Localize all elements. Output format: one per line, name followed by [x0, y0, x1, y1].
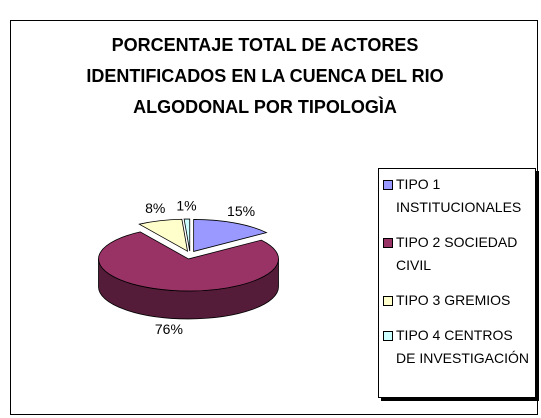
chart-title: PORCENTAJE TOTAL DE ACTORES IDENTIFICADO…: [86, 35, 444, 117]
data-label: 76%: [155, 321, 183, 337]
legend-swatch: [383, 331, 393, 341]
data-label: 1%: [176, 198, 196, 214]
chart-frame: [10, 20, 538, 415]
pie-slice: [183, 218, 191, 252]
legend-swatch: [383, 296, 393, 306]
data-label: 8%: [145, 200, 165, 216]
legend-item: TIPO 3 GREMIOS: [383, 289, 535, 312]
legend-label: TIPO 1 INSTITUCIONALES: [396, 176, 522, 215]
legend-swatch: [383, 238, 393, 248]
legend-item: TIPO 2 SOCIEDAD CIVIL: [383, 231, 535, 277]
legend: TIPO 1 INSTITUCIONALES TIPO 2 SOCIEDAD CI…: [378, 168, 536, 398]
pie-slice: [193, 219, 268, 252]
legend-label: TIPO 4 CENTROS DE INVESTIGACIÓN: [396, 327, 530, 366]
pie-slice: [138, 218, 189, 252]
legend-swatch: [383, 180, 393, 190]
legend-label: TIPO 3 GREMIOS: [396, 292, 511, 308]
data-label: 15%: [227, 203, 255, 219]
legend-item: TIPO 1 INSTITUCIONALES: [383, 173, 535, 219]
pie-slice: [98, 231, 279, 292]
legend-item: TIPO 4 CENTROS DE INVESTIGACIÓN: [383, 324, 535, 370]
legend-label: TIPO 2 SOCIEDAD CIVIL: [396, 234, 518, 273]
